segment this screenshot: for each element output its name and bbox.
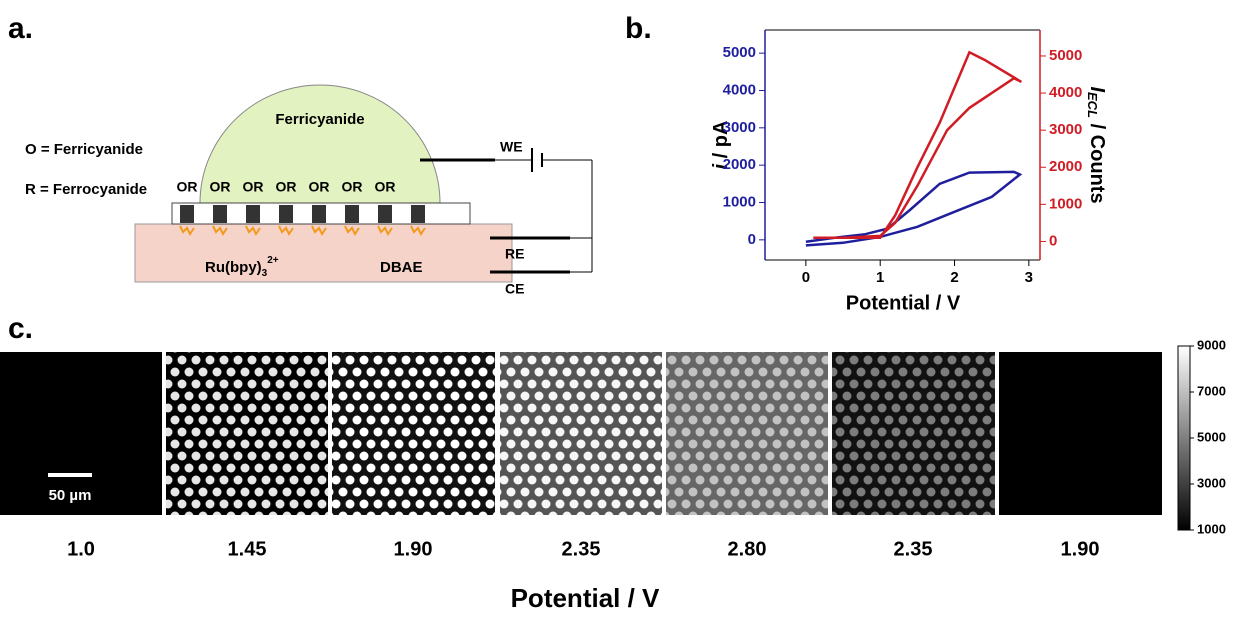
glow: [245, 225, 261, 236]
potential-label: 2.35: [894, 538, 933, 560]
colorbar-tick-label: 1000: [1197, 521, 1226, 536]
glow: [377, 225, 393, 236]
y2-tick-label: 5000: [1049, 47, 1082, 64]
electrode-label: WE: [500, 139, 523, 155]
y2-axis-label: IECL / Counts: [1085, 86, 1108, 203]
potential-label: 2.35: [562, 538, 601, 560]
potential-label: 2.80: [728, 538, 767, 560]
ecl-image: [166, 352, 328, 515]
y2-tick-label: 3000: [1049, 121, 1082, 138]
x-axis-label: Potential / V: [846, 292, 961, 314]
x-tick-label: 2: [950, 269, 958, 286]
y-axis-label: i / pA: [710, 121, 732, 170]
electrode-site: [213, 205, 227, 223]
electrode-site: [312, 205, 326, 223]
y-tick-label: 3000: [723, 119, 756, 136]
panel-a: a. Ferricyanide O = Ferricyanide R = Fer…: [8, 12, 593, 297]
electrode-label: RE: [505, 246, 524, 262]
panel-label: b.: [625, 12, 652, 45]
text: / pA: [710, 121, 732, 164]
colorbar-tick-label: 3000: [1197, 475, 1226, 490]
text: i: [710, 163, 732, 169]
x-tick-label: 3: [1025, 269, 1033, 286]
electrode-site: [378, 205, 392, 223]
colorbar: [1177, 345, 1191, 531]
text: Ru(bpy): [205, 259, 262, 276]
circuit: [420, 148, 593, 274]
text: 3: [262, 268, 268, 279]
y-tick-label: 4000: [723, 81, 756, 98]
glow: [344, 225, 360, 236]
scale-bar-label: 50 µm: [49, 487, 92, 504]
panel-label: a.: [8, 12, 33, 45]
y-tick-label: 2000: [723, 156, 756, 173]
potential-label: 1.45: [228, 538, 267, 560]
potential-label: 1.90: [394, 538, 433, 560]
y2-tick-label: 2000: [1049, 158, 1082, 175]
ecl-image: [0, 352, 162, 515]
text: 2+: [267, 255, 279, 266]
panel-b: b. Potential / V i / pA IECL / Counts 0 1…: [625, 12, 1108, 314]
y2-tick-label: 1000: [1049, 195, 1082, 212]
ecl-image: [666, 352, 828, 515]
y-tick-label: 0: [748, 231, 756, 248]
x-axis-label: Potential / V: [511, 583, 660, 613]
ecl-image: [999, 352, 1162, 515]
legend-text: O = Ferricyanide: [25, 141, 143, 158]
site-label: OR: [210, 179, 231, 195]
potential-label: 1.0: [67, 538, 95, 560]
glow: [278, 225, 294, 236]
site-label: OR: [276, 179, 297, 195]
glow: [410, 225, 426, 236]
y2-tick-label: 0: [1049, 232, 1057, 249]
site-label: OR: [243, 179, 264, 195]
text: / Counts: [1086, 118, 1108, 204]
site-label: OR: [309, 179, 330, 195]
electrode-site: [411, 205, 425, 223]
glow: [179, 225, 195, 236]
ecl-image: [832, 352, 995, 515]
colorbar-tick-label: 5000: [1197, 429, 1226, 444]
colorbar-tick-label: 9000: [1197, 337, 1226, 352]
site-label: OR: [177, 179, 198, 195]
solution-complex: Ru(bpy)3 2+: [205, 255, 279, 279]
coreactant: DBAE: [380, 259, 423, 276]
electrode-site: [345, 205, 359, 223]
drop-label: Ferricyanide: [275, 111, 364, 128]
electrode-label: CE: [505, 281, 524, 297]
substrate: [134, 223, 513, 283]
site-label: OR: [342, 179, 363, 195]
text: ECL: [1085, 92, 1100, 118]
series-line: [805, 170, 1023, 247]
ecl-image: [500, 352, 662, 515]
sites: OR OR OR OR OR OR OR: [177, 179, 426, 236]
series-line: [813, 50, 1023, 239]
y-tick-label: 1000: [723, 193, 756, 210]
glow: [311, 225, 327, 236]
panel-label: c.: [8, 312, 33, 345]
electrode-site: [246, 205, 260, 223]
electrode-site: [279, 205, 293, 223]
text: I: [1086, 86, 1108, 92]
colorbar-tick-label: 7000: [1197, 383, 1226, 398]
site-label: OR: [375, 179, 396, 195]
ecl-image: [332, 352, 495, 515]
glow: [212, 225, 228, 236]
droplet: [199, 84, 441, 204]
legend-text: R = Ferrocyanide: [25, 181, 147, 198]
x-tick-label: 0: [802, 269, 810, 286]
electrode-site: [180, 205, 194, 223]
panel-c: c. 50 µm Potential / V 1.0 1.45 1.90 2.35 2.…: [0, 312, 1226, 613]
y-tick-label: 5000: [723, 44, 756, 61]
y2-tick-label: 4000: [1049, 84, 1082, 101]
x-tick-label: 1: [876, 269, 884, 286]
potential-label: 1.90: [1061, 538, 1100, 560]
